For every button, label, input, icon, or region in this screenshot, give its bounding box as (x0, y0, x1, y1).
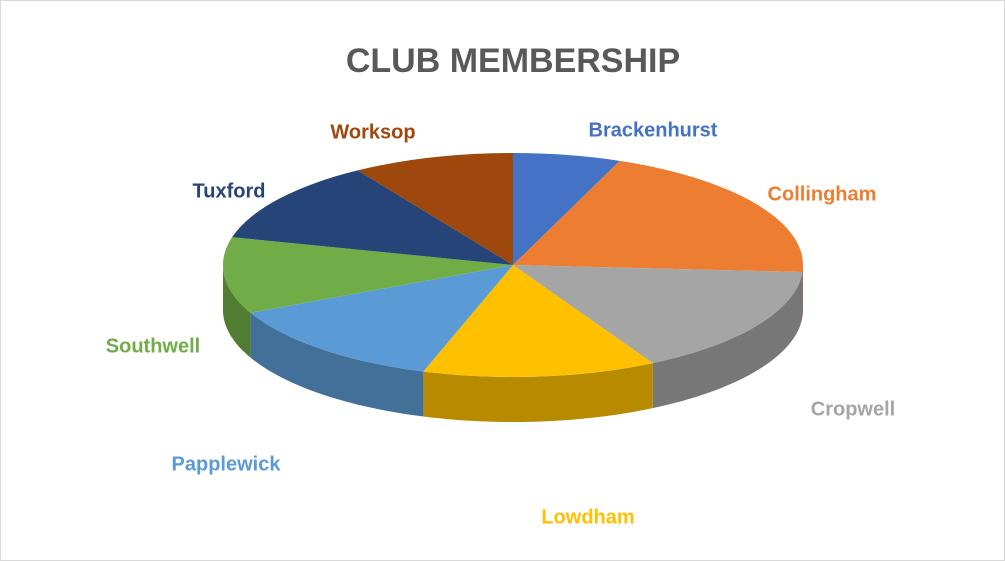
slice-label: Tuxford (193, 180, 266, 202)
slice (513, 153, 620, 265)
slice-label: Collingham (768, 183, 877, 205)
slice (423, 265, 653, 377)
slice-label: Brackenhurst (589, 119, 718, 141)
slice (232, 170, 513, 265)
pie (222, 153, 803, 422)
slice (357, 153, 513, 265)
chart-title: CLUB MEMBERSHIP (346, 42, 680, 80)
slice (513, 160, 803, 273)
slice-side (652, 272, 803, 409)
slice-side (223, 265, 251, 358)
slice (250, 265, 513, 372)
slice-side (250, 312, 424, 417)
slice (513, 265, 803, 364)
slice-side (802, 265, 803, 318)
slice (222, 237, 513, 313)
slice-side (423, 363, 653, 422)
slice-label: Papplewick (172, 453, 282, 475)
slice-label: Southwell (106, 335, 200, 357)
slice-label: Cropwell (811, 398, 895, 420)
slice-label: Worksop (330, 121, 415, 143)
slice-label: Lowdham (541, 506, 634, 528)
